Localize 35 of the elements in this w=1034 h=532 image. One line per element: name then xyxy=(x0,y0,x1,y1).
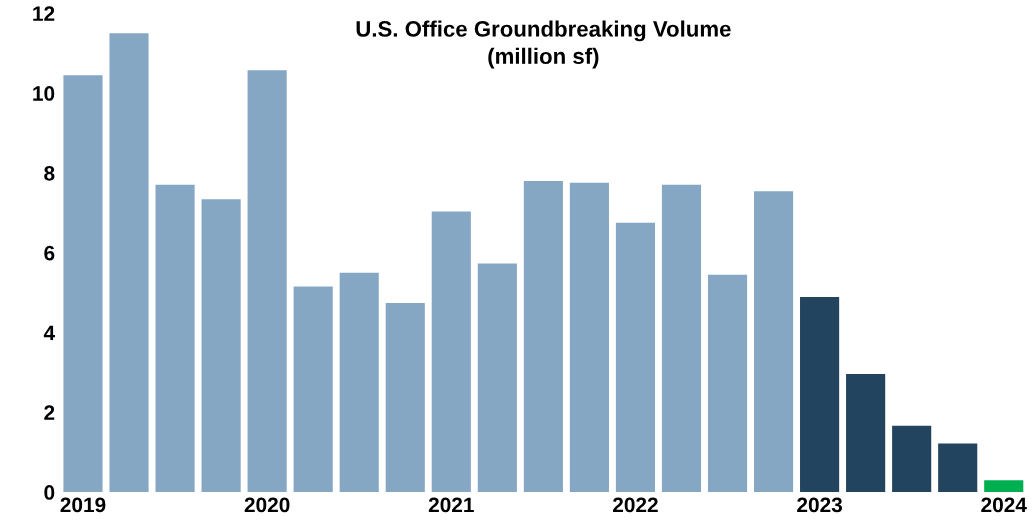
bar xyxy=(155,184,195,493)
bar xyxy=(339,272,379,493)
x-tick-label: 2024 xyxy=(981,497,1027,513)
y-tick-label: 12 xyxy=(33,6,55,21)
y-tick-label: 6 xyxy=(44,245,55,261)
bar xyxy=(385,302,425,493)
bar xyxy=(523,180,563,493)
bar xyxy=(892,425,932,493)
y-tick-label: 10 xyxy=(33,86,55,101)
y-tick-label: 4 xyxy=(43,325,55,341)
bar xyxy=(293,286,333,493)
bar xyxy=(846,374,886,493)
x-tick-label: 2019 xyxy=(60,497,106,513)
x-tick-label: 2022 xyxy=(612,497,658,513)
bar xyxy=(938,443,978,493)
bar xyxy=(984,480,1024,493)
bar xyxy=(477,263,517,493)
bar xyxy=(661,184,702,493)
y-tick-label: 8 xyxy=(44,165,55,181)
bar xyxy=(753,191,794,493)
y-tick-label: 0 xyxy=(44,485,55,500)
bar xyxy=(800,296,840,493)
bar xyxy=(201,199,241,493)
x-tick-label: 2023 xyxy=(797,497,843,513)
x-tick-label: 2021 xyxy=(428,497,474,513)
y-tick-label: 2 xyxy=(44,405,55,420)
bar xyxy=(569,182,609,493)
bar xyxy=(615,222,656,493)
bar xyxy=(63,75,103,493)
x-tick-label: 2020 xyxy=(244,497,290,513)
text: U.S. Office Groundbreaking Volume (million sf) xyxy=(356,20,731,69)
bar xyxy=(247,70,287,493)
bar xyxy=(109,33,149,493)
bar xyxy=(707,274,748,493)
bar xyxy=(431,211,471,493)
